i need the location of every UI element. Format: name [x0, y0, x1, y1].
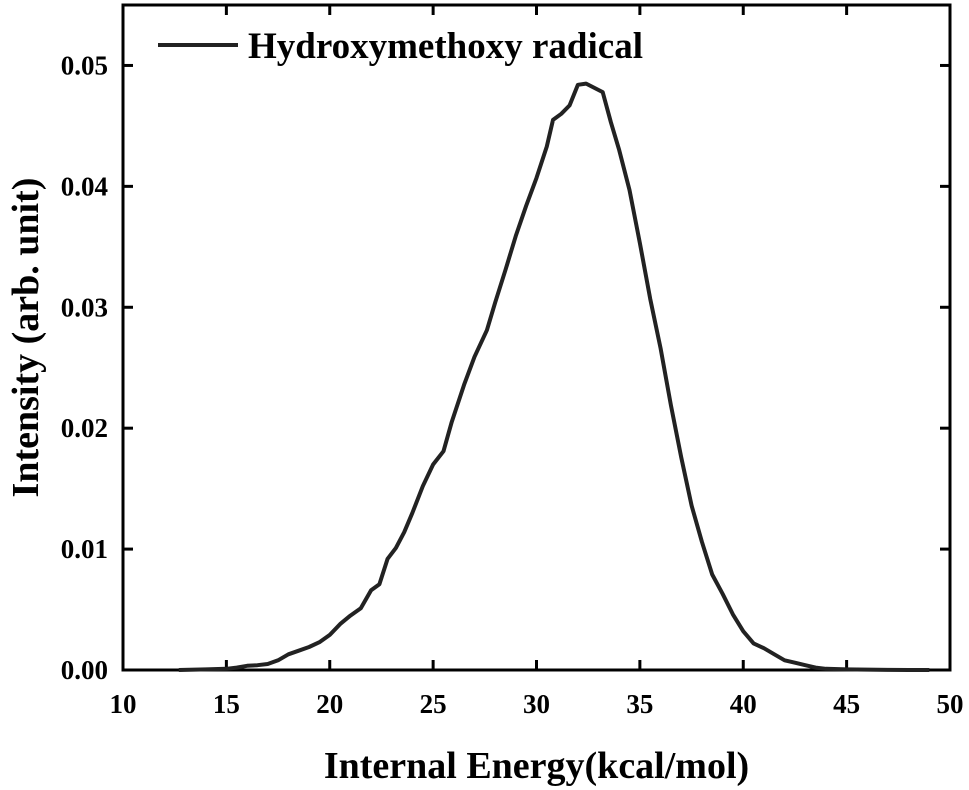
x-tick-label: 35 — [626, 689, 653, 719]
x-axis-ticks: 10 15 20 25 30 35 40 45 50 — [110, 5, 964, 719]
x-tick-label: 40 — [730, 689, 757, 719]
series-line-hydroxymethoxy-radical — [178, 81, 930, 672]
y-tick-label: 0.01 — [61, 534, 108, 564]
x-axis-title: Internal Energy(kcal/mol) — [324, 745, 749, 787]
x-tick-label: 50 — [937, 689, 964, 719]
x-tick-label: 15 — [213, 689, 240, 719]
plot-frame — [121, 3, 952, 672]
y-axis-ticks: 0.00 0.01 0.02 0.03 0.04 0.05 — [61, 50, 950, 685]
x-tick-label: 30 — [523, 689, 550, 719]
y-tick-label: 0.02 — [61, 413, 108, 443]
y-tick-label: 0.05 — [61, 50, 108, 80]
y-tick-label: 0.04 — [61, 171, 108, 201]
y-tick-label: 0.00 — [61, 655, 108, 685]
x-tick-label: 25 — [420, 689, 447, 719]
x-tick-label: 20 — [316, 689, 343, 719]
x-tick-label: 10 — [110, 689, 137, 719]
x-tick-label: 45 — [833, 689, 860, 719]
y-tick-label: 0.03 — [61, 292, 108, 322]
legend: Hydroxymethoxy radical — [158, 26, 643, 67]
plot-area-border — [121, 3, 952, 672]
y-axis-title: Intensity (arb. unit) — [5, 178, 47, 498]
legend-label: Hydroxymethoxy radical — [248, 26, 643, 67]
series-layer — [178, 81, 930, 672]
